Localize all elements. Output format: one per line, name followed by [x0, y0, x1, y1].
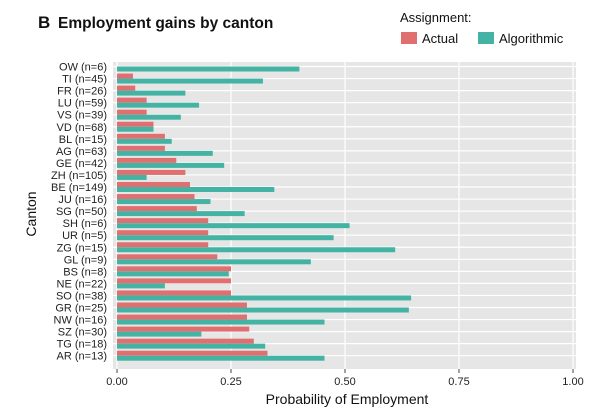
bar-actual — [117, 85, 136, 91]
bar-actual — [117, 242, 209, 248]
bar-algorithmic — [117, 223, 350, 229]
bar-algorithmic — [117, 199, 211, 205]
legend: Assignment: Actual Algorithmic — [400, 10, 564, 46]
x-tick-label: 1.00 — [562, 376, 583, 388]
legend-label-algorithmic: Algorithmic — [499, 31, 564, 46]
category-label: FR (n=26) — [57, 86, 107, 98]
bar-algorithmic — [117, 78, 263, 84]
x-tick-label: 0.00 — [106, 376, 127, 388]
category-label: GE (n=42) — [56, 158, 107, 170]
category-labels: OW (n=6)TI (n=45)FR (n=26)LU (n=59)VS (n… — [51, 62, 107, 363]
category-label: AR (n=13) — [57, 351, 107, 363]
bar-algorithmic — [117, 343, 266, 349]
bar-algorithmic — [117, 162, 225, 168]
category-label: SZ (n=30) — [58, 327, 107, 339]
bar-actual — [117, 121, 154, 127]
y-axis-title: Canton — [23, 191, 39, 236]
bar-actual — [117, 157, 177, 163]
bar-algorithmic — [117, 307, 409, 313]
bar-algorithmic — [117, 126, 154, 132]
bar-actual — [117, 302, 247, 308]
category-label: VS (n=39) — [57, 110, 107, 122]
bar-algorithmic — [117, 150, 213, 156]
category-label: BS (n=8) — [63, 266, 107, 278]
bar-algorithmic — [117, 211, 245, 217]
x-tick-label: 0.25 — [220, 376, 241, 388]
bar-algorithmic — [117, 319, 325, 325]
category-label: ZH (n=105) — [51, 170, 107, 182]
bar-actual — [117, 109, 147, 115]
bar-actual — [117, 278, 231, 284]
legend-swatch-algorithmic — [478, 32, 494, 44]
bar-actual — [117, 326, 250, 332]
bar-algorithmic — [117, 66, 300, 72]
bar-actual — [117, 230, 209, 236]
bar-actual — [117, 266, 231, 272]
category-label: ZG (n=15) — [57, 242, 107, 254]
bar-actual — [117, 73, 133, 79]
bar-actual — [117, 218, 209, 224]
bar-algorithmic — [117, 283, 165, 289]
bar-algorithmic — [117, 187, 275, 192]
bar-algorithmic — [117, 295, 412, 301]
bar-algorithmic — [117, 355, 325, 361]
legend-swatch-actual — [401, 32, 417, 44]
x-tick-label: 0.50 — [334, 376, 355, 388]
bar-actual — [117, 182, 190, 187]
bar-actual — [117, 145, 165, 151]
bar-algorithmic — [117, 331, 202, 337]
bar-actual — [117, 169, 186, 175]
bar-actual — [117, 97, 147, 103]
category-label: TI (n=45) — [62, 74, 107, 86]
category-label: SH (n=6) — [63, 218, 107, 230]
bar-actual — [117, 206, 197, 212]
bar-algorithmic — [117, 90, 186, 96]
chart-title: Employment gains by canton — [58, 15, 273, 32]
bar-algorithmic — [117, 138, 172, 144]
category-label: SG (n=50) — [56, 206, 107, 218]
bar-actual — [117, 314, 247, 320]
category-label: BE (n=149) — [51, 182, 107, 194]
bar-actual — [117, 133, 165, 139]
bar-algorithmic — [117, 174, 147, 180]
bar-actual — [117, 254, 218, 260]
bar-actual — [117, 194, 195, 200]
category-label: JU (n=16) — [58, 194, 107, 206]
legend-title: Assignment: — [400, 10, 472, 25]
category-label: GL (n=9) — [64, 254, 107, 266]
category-label: BL (n=15) — [59, 134, 107, 146]
category-label: VD (n=68) — [57, 122, 107, 134]
x-ticks: 0.00 0.25 0.50 0.75 1.00 — [106, 369, 584, 388]
category-label: AG (n=63) — [56, 146, 107, 158]
bar-algorithmic — [117, 259, 311, 265]
bar-algorithmic — [117, 235, 334, 241]
category-label: TG (n=18) — [57, 339, 107, 351]
bar-actual — [117, 350, 268, 356]
category-label: UR (n=5) — [62, 230, 107, 242]
bar-actual — [117, 338, 254, 344]
category-label: LU (n=59) — [58, 98, 107, 110]
category-label: NW (n=16) — [54, 315, 108, 327]
category-label: NE (n=22) — [57, 278, 107, 290]
bars — [117, 66, 412, 361]
category-label: SO (n=38) — [56, 290, 107, 302]
bar-algorithmic — [117, 271, 229, 277]
bar-actual — [117, 290, 231, 296]
x-axis-title: Probability of Employment — [266, 391, 429, 407]
bar-algorithmic — [117, 247, 396, 253]
x-tick-label: 0.75 — [448, 376, 469, 388]
category-label: GR (n=25) — [55, 303, 107, 315]
panel-letter: B — [38, 13, 50, 32]
bar-algorithmic — [117, 114, 181, 120]
legend-label-actual: Actual — [422, 31, 458, 46]
category-label: OW (n=6) — [59, 62, 107, 74]
bar-algorithmic — [117, 102, 200, 108]
